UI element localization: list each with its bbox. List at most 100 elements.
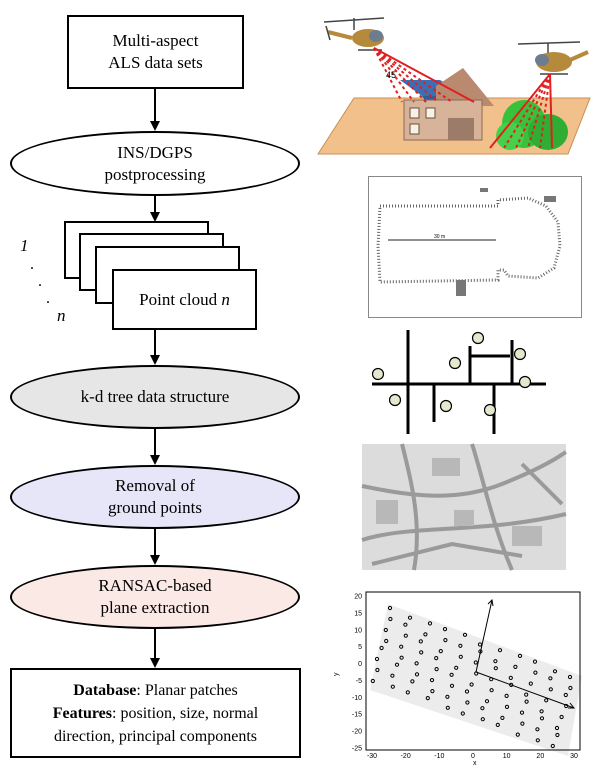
pca-point	[445, 694, 450, 699]
pca-point	[493, 659, 498, 664]
pca-x-ticks: -30 -20 -10 0 10 20 30	[367, 753, 578, 760]
pca-xtick-label: 20	[536, 753, 544, 760]
pca-point	[520, 721, 525, 726]
pca-point	[434, 667, 439, 672]
node-ins-line2: postprocessing	[104, 164, 206, 184]
stack-dot-3: .	[46, 290, 50, 307]
tree-3	[496, 122, 524, 150]
pca-point	[390, 673, 395, 678]
pca-ytick-label: 10	[354, 627, 362, 634]
kd-point-3	[471, 331, 485, 345]
house-gable	[436, 68, 494, 106]
pca-point	[517, 653, 523, 659]
pca-point	[495, 722, 500, 727]
features-key: Features	[52, 704, 113, 722]
pca-axes-arrows	[475, 598, 576, 709]
pca-point	[414, 672, 420, 677]
kd-point-6	[439, 399, 453, 413]
pca-point	[429, 678, 435, 683]
pca-point	[559, 714, 564, 720]
point-cloud-var: n	[221, 289, 230, 309]
pca-point	[394, 662, 400, 667]
house-window-1	[409, 107, 420, 119]
pca-ytick-label: 20	[354, 594, 362, 601]
plot-frame	[365, 591, 581, 751]
pca-point	[532, 659, 538, 664]
kd-point-1	[371, 367, 385, 381]
pca-point	[383, 627, 388, 633]
pca-point	[473, 660, 478, 665]
stack-dot-2: .	[38, 273, 42, 290]
point-cloud-plan: 30 m	[376, 188, 562, 296]
node-als-line1: Multi-aspect	[112, 31, 199, 50]
pca-point	[423, 632, 428, 637]
pca-point	[480, 717, 485, 722]
laser-beams-left	[373, 47, 475, 103]
pca-point	[508, 675, 513, 681]
tree-2	[528, 114, 568, 150]
pca-point	[427, 621, 433, 626]
pca-point	[445, 705, 450, 710]
pca-point	[533, 670, 538, 675]
pca-xtick-label: -10	[434, 753, 444, 760]
house-window-3	[409, 123, 420, 135]
pca-xtick-label: 10	[503, 753, 511, 760]
pca-point	[425, 696, 430, 701]
pca-point	[548, 676, 553, 681]
pca-point	[430, 689, 435, 694]
node-als-line2: ALS data sets	[108, 53, 203, 72]
node-database: Database: Planar patches Features: posit…	[10, 668, 301, 758]
pca-point	[434, 656, 439, 661]
plane-patch	[370, 604, 582, 756]
node-ransac-line1: RANSAC-based	[98, 576, 212, 595]
stack-top-index: 1	[20, 236, 29, 255]
pca-point	[535, 738, 540, 743]
pca-point	[384, 638, 389, 644]
features-line3: direction, principal components	[53, 727, 258, 745]
pca-ytick-label: -15	[352, 712, 362, 719]
database-line: Database: Planar patches	[73, 679, 237, 702]
pca-point	[515, 732, 520, 737]
pca-ytick-label: -25	[352, 746, 362, 753]
kd-point-4	[513, 347, 527, 361]
pca-ytick-label: -10	[352, 695, 362, 702]
pca-point	[374, 656, 380, 662]
pca-y-ticks: 20 15 10 5 0 -5 -10 -15 -20 -25	[352, 594, 362, 753]
pca-point	[388, 616, 393, 622]
aerial-point-cloud-image	[361, 443, 568, 571]
kd-point-8	[388, 393, 402, 407]
pca-point	[535, 727, 540, 732]
pca-point	[524, 692, 529, 697]
pca-point	[480, 706, 485, 711]
noise-patch-3	[480, 188, 488, 192]
pca-ytick-label: -20	[352, 729, 362, 736]
pca-point	[443, 638, 448, 643]
point-cloud-label: Point cloud	[139, 289, 222, 309]
pca-point	[418, 639, 423, 644]
angle-label: 45	[386, 70, 396, 80]
house-window-2	[425, 107, 436, 119]
database-key: Database	[73, 681, 137, 699]
stack-dot-1: .	[30, 256, 34, 273]
pca-xlabel: x	[473, 760, 477, 766]
pca-ylabel: y	[333, 672, 340, 676]
pca-point	[509, 682, 514, 688]
pca-point	[399, 644, 404, 649]
pca-point	[500, 715, 505, 720]
pca-point	[379, 645, 384, 651]
pca-point	[552, 669, 558, 674]
pca-point	[539, 716, 545, 721]
pca-point	[399, 655, 404, 660]
pca-point	[462, 632, 468, 637]
node-kd-tree-label: k-d tree data structure	[80, 387, 230, 406]
database-value: : Planar patches	[136, 681, 238, 699]
stack-bottom-index: n	[57, 306, 66, 325]
node-ins-dgps: INS/DGPS postprocessing	[10, 131, 300, 196]
pca-xtick-label: 30	[570, 753, 578, 760]
node-ground-removal: Removal of ground points	[10, 465, 300, 529]
noise-patch-1	[456, 280, 466, 296]
pca-point	[568, 685, 573, 691]
pca-point	[519, 710, 525, 715]
